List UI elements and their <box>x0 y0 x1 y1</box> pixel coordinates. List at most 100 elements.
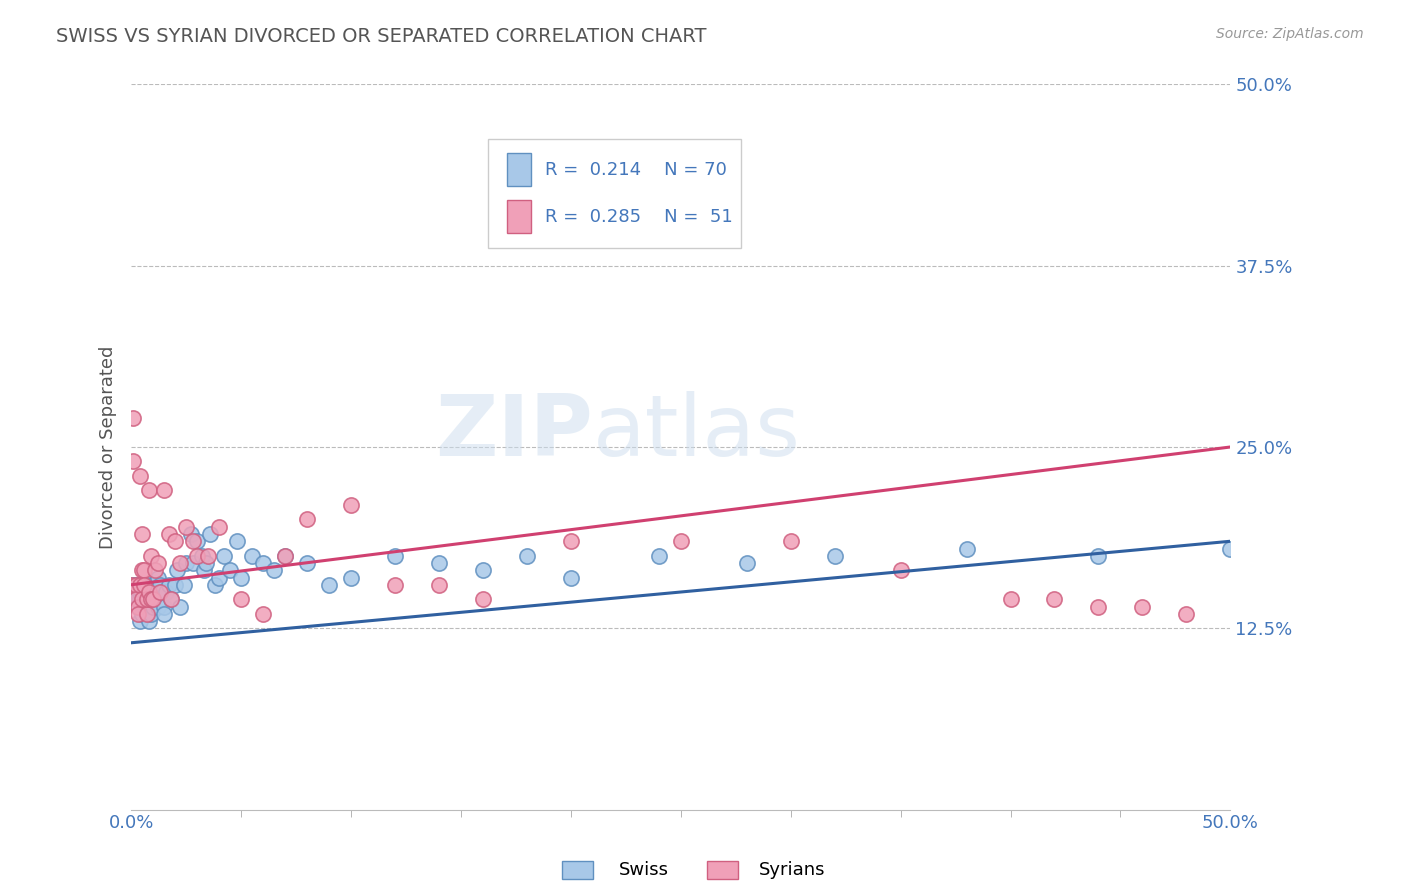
Point <box>131 563 153 577</box>
Point <box>384 549 406 563</box>
Point <box>127 592 149 607</box>
Point <box>146 556 169 570</box>
Point <box>138 599 160 614</box>
Point <box>1219 541 1241 556</box>
Text: SWISS VS SYRIAN DIVORCED OR SEPARATED CORRELATION CHART: SWISS VS SYRIAN DIVORCED OR SEPARATED CO… <box>56 27 707 45</box>
Point <box>153 599 176 614</box>
Point <box>134 563 156 577</box>
Point <box>240 549 263 563</box>
Point <box>142 585 165 599</box>
Point <box>124 578 146 592</box>
Point <box>169 599 191 614</box>
Point <box>165 578 187 592</box>
Point <box>824 549 846 563</box>
Point <box>165 534 187 549</box>
Point <box>134 599 156 614</box>
Point <box>186 549 208 563</box>
Point <box>138 578 160 592</box>
Point <box>149 578 172 592</box>
Point <box>129 592 152 607</box>
Point <box>124 578 146 592</box>
Point <box>173 578 195 592</box>
Point <box>1132 599 1154 614</box>
Point <box>1175 607 1198 621</box>
Point <box>124 592 146 607</box>
Point <box>295 556 318 570</box>
Point <box>516 549 538 563</box>
Point <box>159 592 181 607</box>
Y-axis label: Divorced or Separated: Divorced or Separated <box>100 345 117 549</box>
Point <box>157 527 180 541</box>
Point <box>157 578 180 592</box>
Point <box>131 585 153 599</box>
Text: ZIP: ZIP <box>434 391 593 474</box>
Point <box>1087 599 1109 614</box>
Point <box>471 592 494 607</box>
Point <box>142 578 165 592</box>
Point <box>384 578 406 592</box>
Text: Swiss: Swiss <box>619 861 669 879</box>
Point <box>186 534 208 549</box>
Point <box>131 599 153 614</box>
Point <box>135 599 157 614</box>
FancyBboxPatch shape <box>508 153 531 186</box>
Point <box>145 563 167 577</box>
Point <box>146 599 169 614</box>
Text: Syrians: Syrians <box>759 861 825 879</box>
Point <box>560 534 582 549</box>
Point <box>129 578 152 592</box>
Point <box>131 607 153 621</box>
Point <box>142 599 165 614</box>
Point <box>174 520 197 534</box>
Point <box>135 607 157 621</box>
Point <box>295 512 318 526</box>
Point <box>135 592 157 607</box>
Point <box>150 585 173 599</box>
Point <box>135 592 157 607</box>
Point <box>181 556 204 570</box>
Point <box>231 570 253 584</box>
Text: Source: ZipAtlas.com: Source: ZipAtlas.com <box>1216 27 1364 41</box>
Point <box>138 585 160 599</box>
Point <box>735 556 758 570</box>
Point <box>153 607 176 621</box>
Point <box>779 534 801 549</box>
Point <box>127 607 149 621</box>
Point <box>139 549 162 563</box>
Point <box>340 498 363 512</box>
Point <box>122 411 145 425</box>
Text: R =  0.214    N = 70: R = 0.214 N = 70 <box>544 161 727 178</box>
Point <box>127 599 149 614</box>
Point <box>174 556 197 570</box>
Point <box>252 607 274 621</box>
Point <box>212 549 235 563</box>
Point <box>139 607 162 621</box>
Point <box>208 520 231 534</box>
Text: R =  0.285    N =  51: R = 0.285 N = 51 <box>544 208 733 226</box>
Point <box>169 556 191 570</box>
Point <box>180 527 202 541</box>
Point <box>159 592 181 607</box>
Point <box>200 527 222 541</box>
Point <box>427 556 450 570</box>
Point <box>648 549 671 563</box>
Point <box>138 483 160 498</box>
Point <box>127 599 149 614</box>
Point <box>560 570 582 584</box>
Point <box>1043 592 1066 607</box>
Point <box>139 592 162 607</box>
Point <box>138 614 160 628</box>
Point <box>427 578 450 592</box>
Point <box>219 563 242 577</box>
Point <box>166 563 188 577</box>
Point <box>153 483 176 498</box>
Point <box>139 592 162 607</box>
Point <box>318 578 340 592</box>
Point <box>208 570 231 584</box>
Point <box>274 549 297 563</box>
Point <box>149 585 172 599</box>
Point <box>231 592 253 607</box>
FancyBboxPatch shape <box>508 201 531 233</box>
Point <box>1087 549 1109 563</box>
Point <box>204 578 226 592</box>
